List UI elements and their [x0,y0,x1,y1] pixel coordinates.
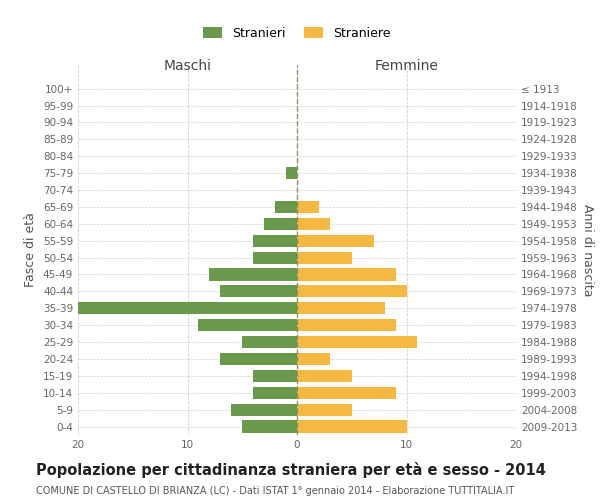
Text: COMUNE DI CASTELLO DI BRIANZA (LC) - Dati ISTAT 1° gennaio 2014 - Elaborazione T: COMUNE DI CASTELLO DI BRIANZA (LC) - Dat… [36,486,514,496]
Bar [242,336,297,348]
Bar [275,201,297,213]
Bar [253,386,297,399]
Bar [264,218,297,230]
Bar [297,252,352,264]
Bar [253,370,297,382]
Bar [297,386,395,399]
Text: Maschi: Maschi [163,58,212,72]
Bar [286,167,297,179]
Bar [199,319,297,332]
Y-axis label: Anni di nascita: Anni di nascita [581,204,594,296]
Bar [297,336,418,348]
Bar [297,268,395,280]
Bar [297,218,330,230]
Bar [297,319,395,332]
Bar [297,302,385,314]
Bar [253,234,297,247]
Bar [220,353,297,365]
Bar [253,252,297,264]
Text: Popolazione per cittadinanza straniera per età e sesso - 2014: Popolazione per cittadinanza straniera p… [36,462,546,478]
Bar [232,404,297,415]
Bar [242,420,297,432]
Bar [297,404,352,415]
Bar [297,353,330,365]
Bar [297,234,374,247]
Bar [220,286,297,298]
Bar [297,420,407,432]
Text: Femmine: Femmine [374,58,439,72]
Bar [78,302,297,314]
Bar [297,201,319,213]
Legend: Stranieri, Straniere: Stranieri, Straniere [203,27,391,40]
Bar [209,268,297,280]
Y-axis label: Fasce di età: Fasce di età [25,212,37,288]
Bar [297,370,352,382]
Bar [297,286,407,298]
